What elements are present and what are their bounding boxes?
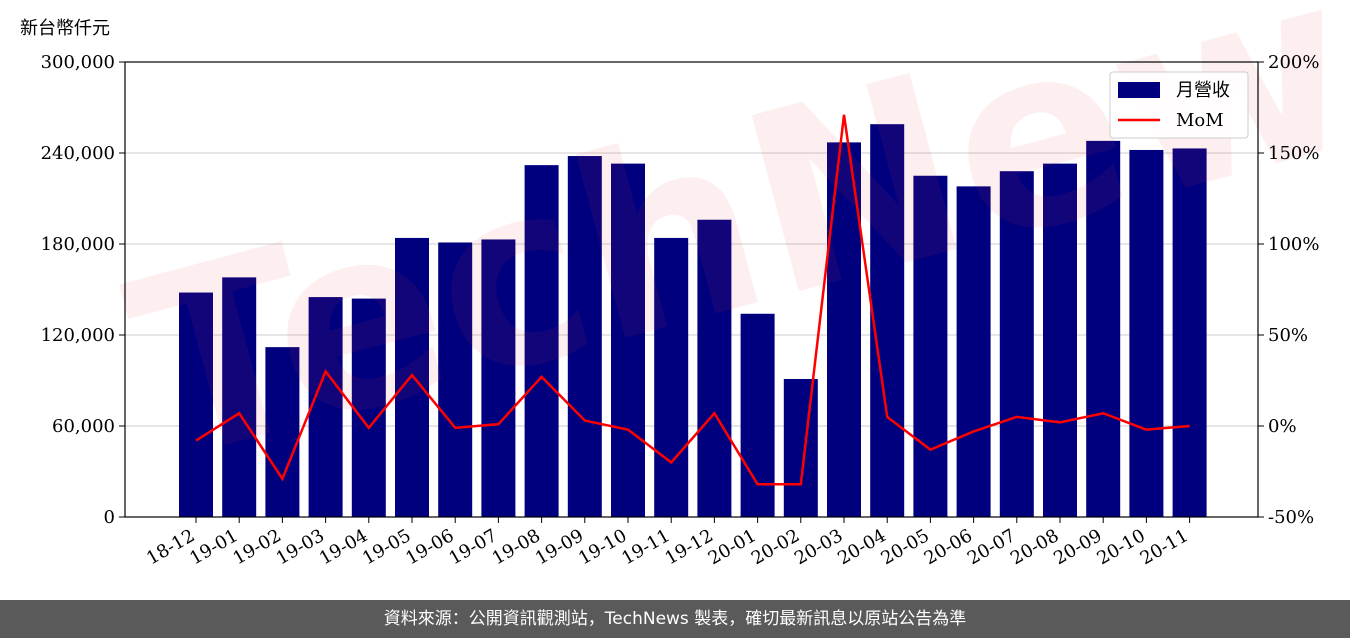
y-left-tick-label: 180,000 (41, 234, 115, 255)
x-tick-label: 19-07 (445, 525, 500, 569)
x-tick-label: 19-01 (186, 525, 241, 569)
y-axis-unit-label: 新台幣仟元 (20, 18, 110, 39)
revenue-bar (308, 297, 343, 517)
y-right-tick-label: 50% (1268, 325, 1308, 346)
revenue-chart: 新台幣仟元 TechNews 060,000120,000180,000240,… (20, 0, 1350, 569)
revenue-bar (1129, 149, 1164, 517)
x-tick-label: 19-05 (359, 525, 414, 569)
revenue-bar (783, 378, 818, 517)
legend-swatch-bar (1118, 82, 1160, 98)
x-tick-label: 20-06 (921, 525, 976, 569)
legend: 月營收 MoM (1109, 71, 1249, 139)
x-tick-label: 18-12 (143, 525, 198, 569)
revenue-bar (1043, 163, 1077, 517)
x-tick-label: 20-10 (1093, 525, 1148, 569)
x-axis: 18-1219-0119-0219-0319-0419-0519-0619-07… (143, 517, 1192, 569)
y-left-tick-label: 300,000 (41, 52, 115, 73)
x-tick-label: 19-03 (273, 525, 328, 569)
x-tick-label: 20-01 (705, 525, 760, 569)
revenue-bar (870, 124, 905, 517)
x-tick-label: 19-12 (661, 525, 716, 569)
revenue-bar (567, 156, 602, 518)
x-tick-label: 20-02 (748, 525, 803, 569)
revenue-bar (697, 219, 732, 517)
y-left-tick-label: 0 (104, 507, 115, 528)
x-tick-label: 19-09 (532, 525, 587, 569)
revenue-bar (222, 277, 257, 517)
plot-frame (124, 61, 1259, 518)
y-left-tick-label: 120,000 (41, 325, 115, 346)
revenue-bar (999, 171, 1034, 517)
legend-label-mom: MoM (1176, 110, 1224, 131)
x-tick-label: 19-04 (316, 525, 371, 569)
y-right-tick-label: 100% (1268, 234, 1319, 255)
y-right-tick-label: 150% (1268, 143, 1319, 164)
revenue-bar (654, 237, 689, 517)
x-tick-label: 20-08 (1007, 525, 1062, 569)
x-tick-label: 19-10 (575, 525, 630, 569)
x-tick-label: 19-08 (489, 525, 544, 569)
revenue-bar (438, 242, 473, 517)
x-tick-label: 20-07 (964, 525, 1019, 569)
legend-label-revenue: 月營收 (1176, 80, 1230, 101)
x-tick-label: 19-06 (402, 525, 457, 569)
revenue-bar (1086, 140, 1121, 517)
y-axis-left: 0 60,000 120,000 180,000 240,000 300,000 (41, 52, 125, 528)
x-tick-label: 20-03 (791, 525, 846, 569)
x-tick-label: 20-04 (834, 525, 889, 569)
mom-line (195, 114, 1190, 486)
x-tick-label: 19-11 (618, 525, 673, 569)
y-left-tick-label: 60,000 (52, 416, 115, 437)
revenue-bar (265, 347, 300, 517)
bar-series (179, 124, 1207, 518)
revenue-bar (956, 186, 991, 517)
y-right-tick-label: 0% (1268, 416, 1297, 437)
revenue-bar (351, 298, 386, 517)
y-right-tick-label: 200% (1268, 52, 1319, 73)
x-tick-label: 20-05 (877, 525, 932, 569)
revenue-bar (481, 239, 516, 517)
x-tick-label: 20-09 (1050, 525, 1105, 569)
revenue-bar (1172, 148, 1207, 517)
revenue-bar (395, 237, 429, 517)
y-left-tick-label: 240,000 (41, 143, 115, 164)
x-tick-label: 19-02 (229, 525, 284, 569)
revenue-bar (913, 175, 948, 517)
revenue-bar (179, 292, 213, 517)
x-tick-label: 20-11 (1137, 525, 1192, 569)
source-footer: 資料來源：公開資訊觀測站，TechNews 製表，確切最新訊息以原站公告為準 (0, 600, 1350, 638)
y-axis-right: -50% 0% 50% 100% 150% 200% (1258, 52, 1319, 528)
revenue-bar (611, 163, 645, 517)
y-right-tick-label: -50% (1268, 507, 1314, 528)
revenue-bar (524, 165, 559, 517)
